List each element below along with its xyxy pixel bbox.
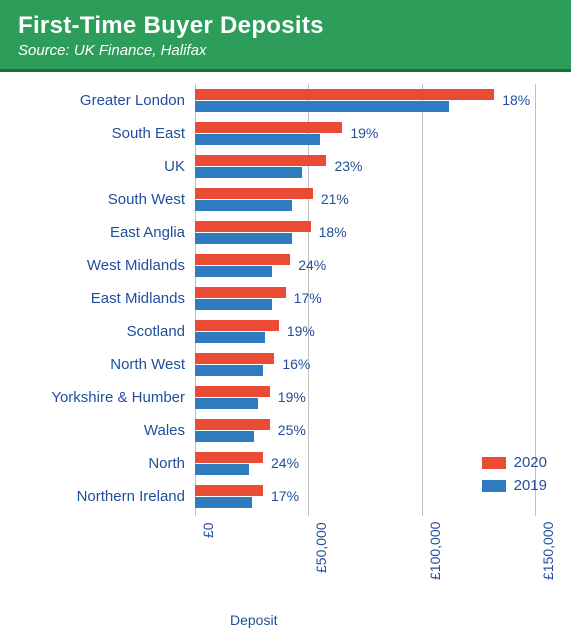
bar-2020 (195, 122, 342, 133)
category-row: South West21% (195, 183, 535, 216)
bar-2019 (195, 200, 292, 211)
bar-2020 (195, 485, 263, 496)
plot-area: Greater London18%South East19%UK23%South… (195, 84, 535, 516)
pct-label: 19% (350, 117, 378, 150)
pct-label: 23% (334, 150, 362, 183)
bar-2019 (195, 398, 258, 409)
legend: 2020 2019 (482, 454, 547, 500)
x-tick-label: £100,000 (427, 522, 443, 580)
bar-2020 (195, 287, 286, 298)
category-label: East Anglia (5, 216, 185, 249)
pct-label: 24% (298, 249, 326, 282)
category-label: South East (5, 117, 185, 150)
bar-2019 (195, 299, 272, 310)
category-label: East Midlands (5, 282, 185, 315)
category-label: Yorkshire & Humber (5, 381, 185, 414)
bar-2020 (195, 221, 311, 232)
category-row: South East19% (195, 117, 535, 150)
legend-item: 2020 (482, 454, 547, 471)
category-row: West Midlands24% (195, 249, 535, 282)
category-row: East Anglia18% (195, 216, 535, 249)
bar-2020 (195, 419, 270, 430)
bar-2019 (195, 431, 254, 442)
pct-label: 24% (271, 447, 299, 480)
category-row: East Midlands17% (195, 282, 535, 315)
bar-2019 (195, 233, 292, 244)
bar-2019 (195, 497, 252, 508)
legend-item: 2019 (482, 477, 547, 494)
category-label: Wales (5, 414, 185, 447)
legend-label: 2020 (514, 454, 547, 471)
bar-2019 (195, 464, 249, 475)
bar-2020 (195, 353, 274, 364)
bar-2019 (195, 134, 320, 145)
category-label: North (5, 447, 185, 480)
category-row: Yorkshire & Humber19% (195, 381, 535, 414)
bar-2019 (195, 332, 265, 343)
x-tick-label: £50,000 (313, 522, 329, 573)
bar-2020 (195, 254, 290, 265)
bar-2020 (195, 320, 279, 331)
pct-label: 25% (278, 414, 306, 447)
grid-line (535, 84, 536, 516)
bar-2019 (195, 101, 449, 112)
category-row: North West16% (195, 348, 535, 381)
x-axis-ticks: £0£50,000£100,000£150,000 (195, 516, 535, 596)
category-row: Wales25% (195, 414, 535, 447)
x-tick-label: £0 (200, 522, 216, 538)
pct-label: 18% (319, 216, 347, 249)
header: First-Time Buyer Deposits Source: UK Fin… (0, 0, 571, 72)
category-label: Scotland (5, 315, 185, 348)
bar-2019 (195, 167, 302, 178)
category-label: Greater London (5, 84, 185, 117)
pct-label: 19% (287, 315, 315, 348)
category-row: UK23% (195, 150, 535, 183)
bar-2020 (195, 452, 263, 463)
x-tick-label: £150,000 (540, 522, 556, 580)
legend-label: 2019 (514, 477, 547, 494)
bar-2019 (195, 266, 272, 277)
bar-2020 (195, 188, 313, 199)
category-label: South West (5, 183, 185, 216)
legend-swatch (482, 480, 506, 492)
category-label: UK (5, 150, 185, 183)
bar-2020 (195, 386, 270, 397)
category-label: Northern Ireland (5, 480, 185, 513)
pct-label: 17% (294, 282, 322, 315)
pct-label: 16% (282, 348, 310, 381)
category-label: West Midlands (5, 249, 185, 282)
bar-2020 (195, 89, 494, 100)
category-row: Scotland19% (195, 315, 535, 348)
bar-2020 (195, 155, 326, 166)
bar-2019 (195, 365, 263, 376)
chart: Greater London18%South East19%UK23%South… (0, 72, 571, 602)
pct-label: 21% (321, 183, 349, 216)
pct-label: 17% (271, 480, 299, 513)
source-subtitle: Source: UK Finance, Halifax (18, 42, 553, 59)
page-title: First-Time Buyer Deposits (18, 12, 553, 40)
legend-swatch (482, 457, 506, 469)
pct-label: 18% (502, 84, 530, 117)
pct-label: 19% (278, 381, 306, 414)
category-label: North West (5, 348, 185, 381)
category-row: Greater London18% (195, 84, 535, 117)
x-axis-label: Deposit (230, 612, 277, 628)
